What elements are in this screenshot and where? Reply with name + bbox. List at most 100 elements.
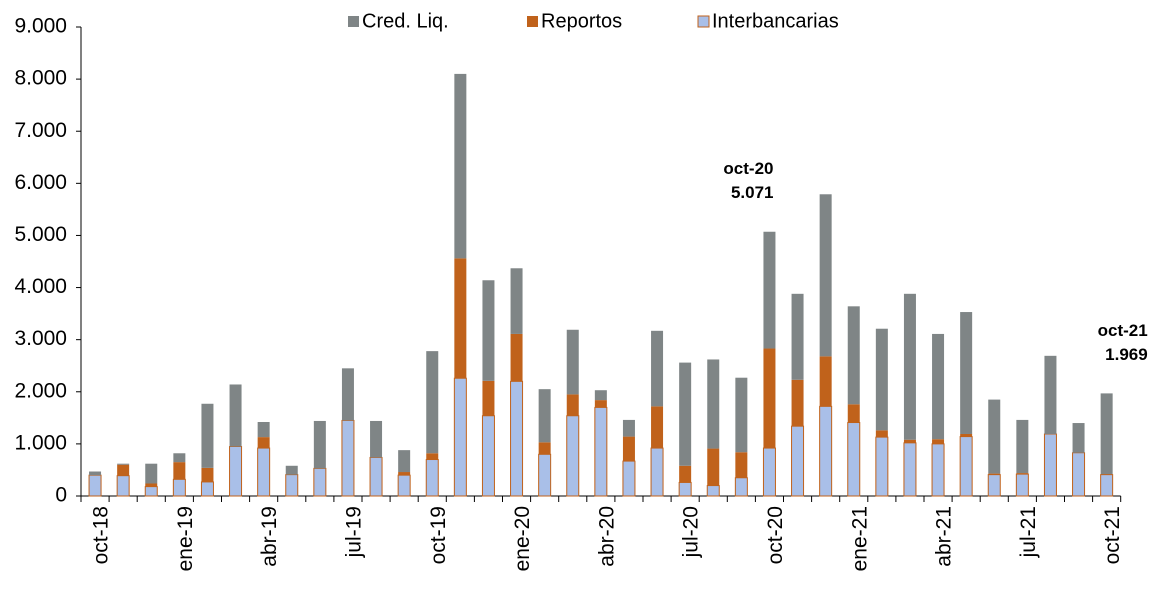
x-tick-label: oct-20: [764, 506, 787, 564]
bar-segment: [622, 460, 636, 497]
x-tick-label: jul-20: [680, 506, 703, 558]
bar-segment: [651, 406, 664, 449]
bar-segment: [510, 333, 523, 382]
bar-segment: [398, 472, 411, 476]
bar-segment: [201, 403, 214, 468]
bar-segment: [819, 405, 833, 497]
bar-segment: [510, 380, 524, 497]
bar-segment: [679, 362, 692, 466]
y-tick-label: 3.000: [14, 327, 67, 350]
bar-segment: [88, 474, 102, 497]
legend-swatch: [527, 16, 538, 27]
y-tick-label: 7.000: [14, 119, 67, 142]
bar-segment: [987, 474, 1001, 497]
bar-segment: [762, 447, 776, 497]
bar-segment: [819, 194, 832, 357]
x-tick-label: ene-21: [848, 506, 871, 571]
bar-segment: [1100, 393, 1113, 475]
x-tick-label: abr-19: [258, 506, 281, 567]
y-tick-label: 2.000: [14, 379, 67, 402]
bar-segment: [763, 348, 776, 449]
bar-segment: [791, 293, 804, 380]
bar-segment: [847, 404, 860, 423]
legend-label: Cred. Liq.: [362, 10, 449, 32]
x-tick-label: oct-18: [90, 506, 113, 564]
bar-segment: [538, 453, 552, 497]
x-tick-label: jul-21: [1017, 506, 1040, 558]
bar-segment: [397, 474, 411, 497]
bar-segment: [988, 399, 1001, 474]
bar-segment: [229, 445, 243, 497]
bar-segment: [932, 439, 945, 444]
bar-segment: [200, 481, 214, 497]
bar-segment: [875, 436, 889, 497]
annotation-value: 5.071: [731, 183, 774, 202]
bar-segment: [370, 420, 383, 458]
x-tick-label: jul-19: [342, 506, 365, 558]
bar-segment: [257, 437, 270, 449]
legend-swatch: [697, 15, 710, 28]
bar-segment: [1044, 355, 1057, 434]
bar-segment: [763, 231, 776, 349]
bar-segment: [173, 462, 186, 480]
bar-segment: [678, 481, 692, 497]
bar-segment: [706, 485, 720, 497]
bar-segment: [959, 436, 973, 497]
legend-label: Reportos: [541, 10, 622, 32]
bar-segment: [341, 368, 354, 421]
bar-segment: [707, 448, 720, 486]
bar-segment: [707, 359, 720, 449]
bar-segment: [313, 420, 326, 469]
y-tick-label: 5.000: [14, 223, 67, 246]
bar-segment: [1100, 474, 1113, 475]
x-tick-label: oct-21: [1101, 506, 1124, 564]
y-tick-label: 8.000: [14, 67, 67, 90]
bar-segment: [201, 467, 214, 482]
bar-segment: [791, 379, 804, 427]
bar-segment: [313, 467, 327, 497]
bar-segment: [454, 73, 467, 259]
bar-segment: [341, 419, 355, 497]
bar-segment: [257, 447, 271, 497]
y-tick-label: 1.000: [14, 431, 67, 454]
bar-segment: [594, 400, 607, 408]
bar-segment: [369, 456, 383, 497]
y-tick-label: 0: [55, 484, 67, 507]
bar-segment: [594, 390, 607, 401]
annotation-label: oct-21: [1098, 321, 1148, 340]
x-tick-label: ene-19: [174, 506, 197, 571]
bar-segment: [538, 389, 551, 443]
bar-segment: [426, 351, 439, 454]
y-tick-label: 6.000: [14, 171, 67, 194]
bar-segment: [481, 415, 495, 497]
bar-segment: [791, 425, 805, 497]
bar-segment: [903, 293, 916, 440]
bar-segment: [285, 474, 299, 497]
bar-segment: [594, 406, 608, 497]
bar-segment: [89, 471, 102, 476]
bar-segment: [819, 356, 832, 407]
bar-segment: [145, 463, 158, 484]
bar-segment: [875, 328, 888, 431]
bar-segment: [257, 422, 270, 438]
bar-segment: [1072, 423, 1085, 453]
bar-segment: [1072, 452, 1086, 497]
bar-segment: [425, 459, 439, 497]
bar-segment: [903, 442, 917, 497]
x-tick-label: oct-19: [427, 506, 450, 564]
bar-segment: [454, 258, 467, 379]
y-tick-label: 9.000: [14, 15, 67, 38]
y-tick-label: 4.000: [14, 275, 67, 298]
bar-segment: [144, 486, 158, 497]
bar-segment: [538, 442, 551, 455]
bar-segment: [566, 329, 579, 395]
bar-segment: [117, 463, 130, 465]
bar-segment: [1100, 474, 1114, 497]
legend-label: Interbancarias: [712, 10, 839, 32]
bar-segment: [875, 430, 888, 438]
bar-segment: [847, 306, 860, 405]
bar-segment: [960, 433, 973, 437]
bar-segment: [679, 465, 692, 483]
bar-segment: [173, 453, 186, 463]
